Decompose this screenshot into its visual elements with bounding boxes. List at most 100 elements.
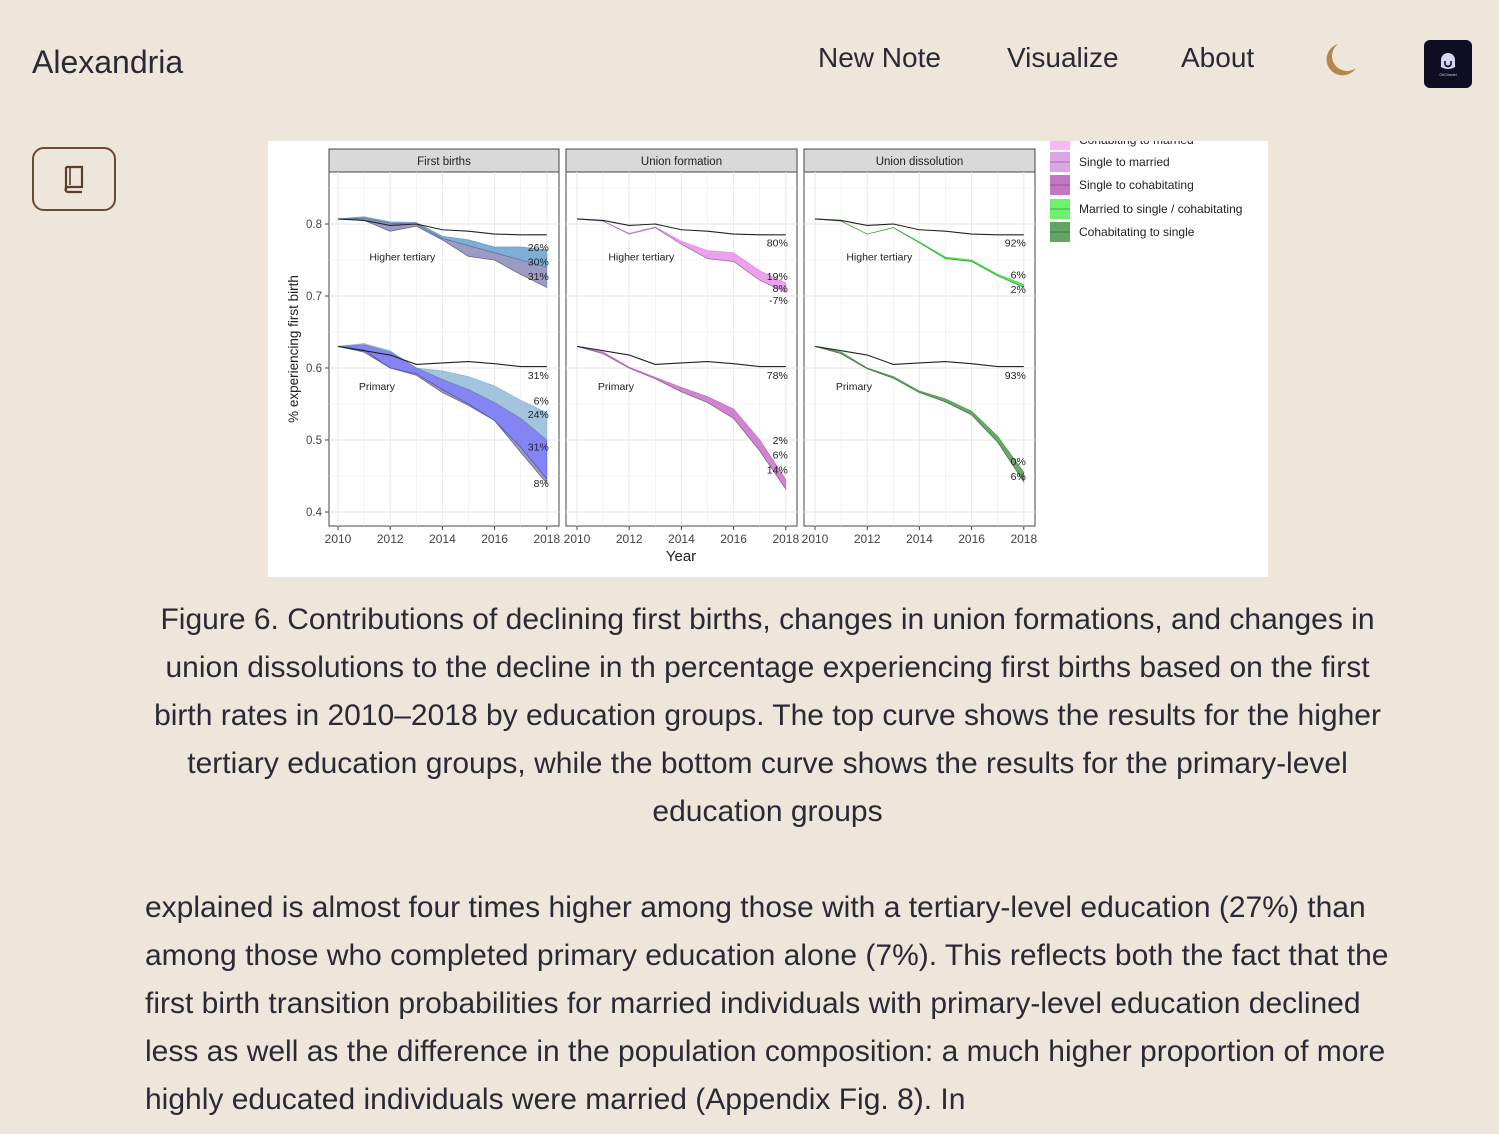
nav-visualize[interactable]: Visualize	[1007, 42, 1119, 73]
band-line	[337, 344, 548, 441]
nav-new-note[interactable]: New Note	[818, 42, 941, 73]
end-label: 31%	[528, 271, 549, 283]
legend-swatch	[1050, 152, 1070, 172]
figure-chart: First births Higher tertiary Primary 26% 30%…	[286, 130, 1242, 565]
y-tick-label: 0.5	[306, 435, 322, 447]
y-axis-label: % experiencing first birth	[286, 275, 301, 423]
x-tick-label: 2010	[325, 532, 352, 546]
group-label-primary: Primary	[598, 381, 635, 393]
end-label: 24%	[528, 409, 549, 421]
avatar-text: GitCitadel	[1439, 72, 1457, 77]
baseline-line-primary	[337, 345, 547, 368]
end-label: 80%	[767, 238, 788, 250]
x-tick-label: 2018	[772, 532, 799, 546]
contribution-band	[814, 218, 1025, 288]
end-label: 92%	[1005, 238, 1026, 250]
end-label: 0%	[1011, 456, 1026, 468]
x-tick-label: 2018	[533, 532, 560, 546]
gitcitadel-logo-icon: GitCitadel	[1439, 53, 1457, 77]
body-paragraph: explained is almost four times higher am…	[145, 891, 1389, 1116]
band-line	[337, 218, 547, 288]
panel-title: First births	[417, 156, 471, 168]
x-axis-label: Year	[666, 548, 696, 565]
legend-swatch	[1050, 175, 1070, 195]
baseline-line-higher	[337, 218, 547, 236]
end-label: 8%	[773, 283, 788, 295]
band-line	[814, 346, 1025, 482]
x-tick-label: 2012	[854, 532, 881, 546]
group-label-higher: Higher tertiary	[846, 251, 913, 263]
band-line	[337, 346, 548, 484]
band-line	[814, 218, 1024, 288]
moon-icon[interactable]	[1322, 42, 1358, 78]
y-tick-label: 0.4	[306, 507, 323, 519]
book-icon	[64, 165, 84, 194]
legend-swatch	[1050, 199, 1070, 219]
end-label: 30%	[528, 256, 549, 268]
group-label-higher: Higher tertiary	[369, 251, 436, 263]
legend-swatch	[1050, 130, 1070, 150]
group-label-higher: Higher tertiary	[608, 251, 675, 263]
legend-item: Cohabitating to single	[1050, 222, 1195, 242]
legend-label: Cohabiting to married	[1079, 141, 1194, 147]
legend-label: Cohabitating to single	[1079, 225, 1195, 239]
panel-1: Union formation Higher tertiary Primary 80%…	[564, 148, 799, 546]
contribution-band	[814, 346, 1025, 484]
panel-0: First births Higher tertiary Primary 26% 30%…	[325, 148, 560, 546]
end-label: 19%	[767, 271, 788, 283]
end-label: 93%	[1005, 370, 1026, 382]
panel-title: Union dissolution	[876, 156, 964, 168]
x-tick-label: 2010	[802, 532, 829, 546]
end-label: 2%	[1011, 284, 1026, 296]
band-line	[576, 218, 786, 293]
baseline-line-higher	[814, 218, 1024, 236]
band-line	[576, 346, 787, 490]
user-avatar[interactable]: GitCitadel	[1424, 40, 1472, 88]
legend-item: Married to single / cohabitating	[1050, 199, 1242, 219]
band-line	[337, 346, 548, 480]
end-label: 26%	[528, 242, 549, 254]
x-tick-label: 2014	[668, 532, 695, 546]
x-tick-label: 2010	[564, 532, 591, 546]
legend-item: Single to cohabitating	[1050, 175, 1194, 195]
figure-caption: Figure 6. Contributions of declining fir…	[154, 603, 1381, 828]
baseline-line-primary	[814, 345, 1024, 368]
end-label: 6%	[1011, 471, 1026, 483]
end-label: 6%	[773, 449, 788, 461]
panel-2: Union dissolution Higher tertiary Primary 9…	[802, 148, 1037, 546]
end-label: 8%	[534, 478, 549, 490]
x-tick-label: 2012	[616, 532, 643, 546]
legend-label: Single to married	[1079, 155, 1170, 169]
sidebar-toggle-button[interactable]	[32, 147, 116, 211]
x-tick-label: 2014	[906, 532, 933, 546]
baseline-line-primary	[576, 345, 786, 368]
y-tick-label: 0.6	[306, 363, 322, 375]
legend-item: Single to married	[1050, 152, 1170, 172]
contribution-band	[576, 346, 787, 491]
x-tick-label: 2012	[377, 532, 404, 546]
end-label: 6%	[1011, 269, 1026, 281]
figure-image: First births Higher tertiary Primary 26% 30%…	[268, 130, 1268, 577]
legend-swatch	[1050, 222, 1070, 242]
end-label: -7%	[769, 295, 788, 307]
end-label: 14%	[767, 465, 788, 477]
legend-item: Cohabiting to married	[1050, 130, 1194, 150]
baseline-line-higher	[576, 218, 786, 236]
x-tick-label: 2018	[1010, 532, 1037, 546]
contribution-band	[576, 218, 787, 294]
end-label: 31%	[528, 370, 549, 382]
y-tick-label: 0.7	[306, 291, 322, 303]
end-label: 31%	[528, 441, 549, 453]
band-line	[337, 217, 547, 268]
end-label: 6%	[534, 395, 549, 407]
x-tick-label: 2016	[720, 532, 747, 546]
nav-about[interactable]: About	[1181, 42, 1255, 73]
end-label: 2%	[773, 435, 788, 447]
app-brand[interactable]: Alexandria	[32, 44, 184, 80]
group-label-primary: Primary	[836, 381, 873, 393]
x-tick-label: 2016	[481, 532, 508, 546]
contribution-band	[337, 343, 548, 441]
x-tick-label: 2014	[429, 532, 456, 546]
legend-label: Single to cohabitating	[1079, 178, 1194, 192]
group-label-primary: Primary	[359, 381, 396, 393]
